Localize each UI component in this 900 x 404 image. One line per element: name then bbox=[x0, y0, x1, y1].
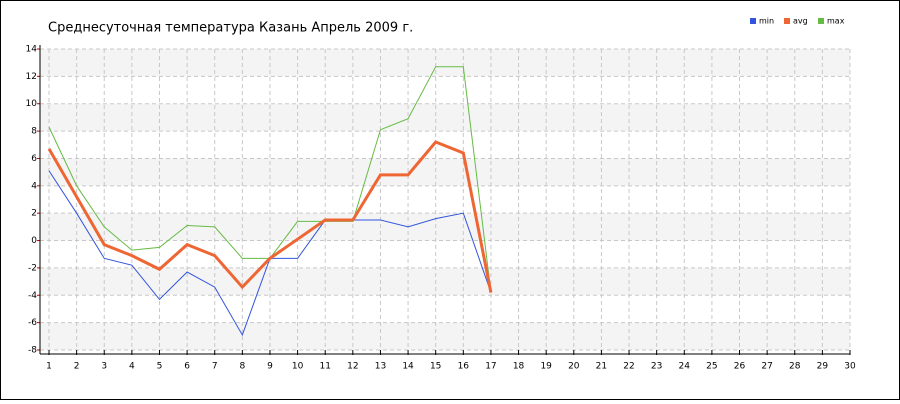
y-tick-label: -8 bbox=[28, 346, 37, 356]
band bbox=[40, 49, 850, 77]
x-tick-label: 20 bbox=[568, 362, 580, 372]
band bbox=[40, 158, 850, 186]
band bbox=[40, 267, 850, 296]
x-tick-label: 18 bbox=[513, 362, 525, 372]
x-tick-label: 5 bbox=[157, 362, 163, 372]
x-tick-label: 14 bbox=[402, 362, 414, 372]
x-tick-label: 21 bbox=[596, 362, 607, 372]
legend-label: avg bbox=[793, 17, 808, 26]
band bbox=[40, 213, 850, 241]
x-tick-label: 15 bbox=[430, 362, 441, 372]
x-tick-label: 11 bbox=[319, 362, 330, 372]
x-tick-label: 28 bbox=[789, 362, 801, 372]
band bbox=[40, 103, 850, 132]
x-tick-label: 23 bbox=[651, 362, 662, 372]
x-tick-label: 12 bbox=[347, 362, 358, 372]
y-tick-label: 8 bbox=[31, 127, 37, 137]
y-tick-label: 12 bbox=[26, 72, 37, 82]
legend-swatch bbox=[818, 18, 824, 24]
x-tick-label: 4 bbox=[129, 362, 135, 372]
x-tick-label: 30 bbox=[844, 362, 856, 372]
x-tick-label: 19 bbox=[540, 362, 552, 372]
y-tick-label: 10 bbox=[26, 99, 38, 109]
legend-swatch bbox=[784, 18, 790, 24]
y-tick-label: -6 bbox=[28, 318, 37, 328]
chart-title: Среднесуточная температура Казань Апрель… bbox=[48, 21, 413, 36]
y-tick-label: 14 bbox=[26, 45, 38, 55]
x-tick-label: 8 bbox=[239, 362, 245, 372]
y-tick-label: -2 bbox=[28, 263, 37, 273]
x-tick-label: 9 bbox=[267, 362, 273, 372]
x-tick-label: 16 bbox=[458, 362, 470, 372]
legend-swatch bbox=[750, 18, 756, 24]
x-tick-label: 29 bbox=[817, 362, 829, 372]
y-tick-label: 4 bbox=[31, 181, 37, 191]
legend-label: max bbox=[827, 17, 845, 26]
y-tick-label: 2 bbox=[31, 209, 37, 219]
x-tick-label: 24 bbox=[679, 362, 691, 372]
legend-label: min bbox=[759, 17, 774, 26]
series-line bbox=[47, 140, 493, 293]
y-tick-label: -4 bbox=[28, 291, 37, 301]
x-tick-label: 13 bbox=[375, 362, 386, 372]
band bbox=[40, 322, 850, 350]
x-tick-label: 27 bbox=[761, 362, 772, 372]
x-tick-label: 1 bbox=[46, 362, 52, 372]
x-tick-label: 7 bbox=[212, 362, 218, 372]
x-tick-label: 17 bbox=[485, 362, 496, 372]
x-tick-label: 2 bbox=[74, 362, 80, 372]
y-tick-label: 0 bbox=[31, 236, 37, 246]
x-tick-label: 22 bbox=[623, 362, 634, 372]
x-tick-label: 6 bbox=[184, 362, 190, 372]
y-tick-label: 6 bbox=[31, 154, 37, 164]
x-tick-label: 10 bbox=[292, 362, 304, 372]
x-tick-label: 26 bbox=[734, 362, 746, 372]
x-tick-label: 25 bbox=[706, 362, 717, 372]
x-tick-label: 3 bbox=[101, 362, 107, 372]
